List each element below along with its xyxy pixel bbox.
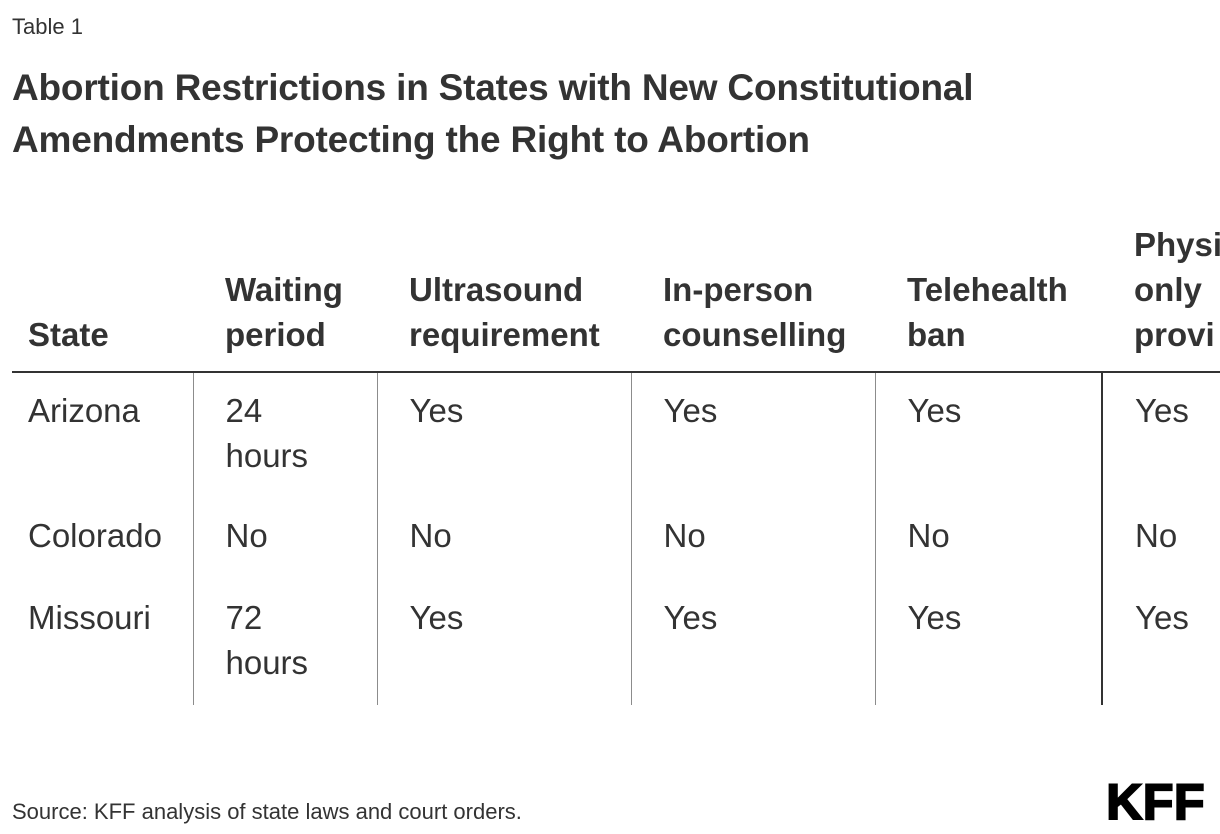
column-header-state: State xyxy=(12,208,193,373)
cell-in-person-counselling: No xyxy=(630,498,875,580)
cell-telehealth-ban: Yes xyxy=(874,580,1102,705)
cell-physician-only-provider: Yes xyxy=(1101,580,1220,705)
table-label: Table 1 xyxy=(12,14,83,39)
cell-ultrasound-requirement: No xyxy=(376,498,631,580)
column-header-physician-only-provider-truncated: Physi only provi xyxy=(1102,208,1220,373)
cell-in-person-counselling: Yes xyxy=(630,580,875,705)
table-row-colorado: Colorado No No No No No xyxy=(12,498,1220,580)
data-table: State Waiting period Ultrasound requirem… xyxy=(12,208,1220,705)
data-table-container: State Waiting period Ultrasound requirem… xyxy=(12,208,1220,707)
cell-waiting-period: 72 hours xyxy=(192,580,377,705)
table-row-arizona: Arizona 24 hours Yes Yes Yes Yes xyxy=(12,372,1220,498)
column-header-ultrasound-requirement: Ultrasound requirement xyxy=(377,208,631,373)
cell-physician-only-provider: No xyxy=(1101,498,1220,580)
cell-state: Colorado xyxy=(28,517,162,554)
column-header-waiting-period: Waiting period xyxy=(193,208,377,373)
column-header-telehealth-ban: Telehealth ban xyxy=(875,208,1102,373)
header-row: State Waiting period Ultrasound requirem… xyxy=(12,208,1220,373)
cell-ultrasound-requirement: Yes xyxy=(376,372,631,498)
cell-in-person-counselling: Yes xyxy=(630,372,875,498)
kff-logo: KFF xyxy=(1105,774,1205,830)
cell-waiting-period: No xyxy=(192,498,377,580)
cell-waiting-period: 24 hours xyxy=(192,372,377,498)
cell-telehealth-ban: No xyxy=(874,498,1102,580)
cell-ultrasound-requirement: Yes xyxy=(376,580,631,705)
figure-footer: Source: KFF analysis of state laws and c… xyxy=(12,770,1205,830)
cell-physician-only-provider: Yes xyxy=(1101,372,1220,498)
cell-state: Arizona xyxy=(28,392,140,429)
column-header-in-person-counselling: In-person counselling xyxy=(631,208,875,373)
cell-state: Missouri xyxy=(28,599,151,636)
source-note: Source: KFF analysis of state laws and c… xyxy=(12,799,522,824)
table-row-missouri: Missouri 72 hours Yes Yes Yes Yes xyxy=(12,580,1220,705)
cell-telehealth-ban: Yes xyxy=(874,372,1102,498)
page-title: Abortion Restrictions in States with New… xyxy=(12,67,974,160)
